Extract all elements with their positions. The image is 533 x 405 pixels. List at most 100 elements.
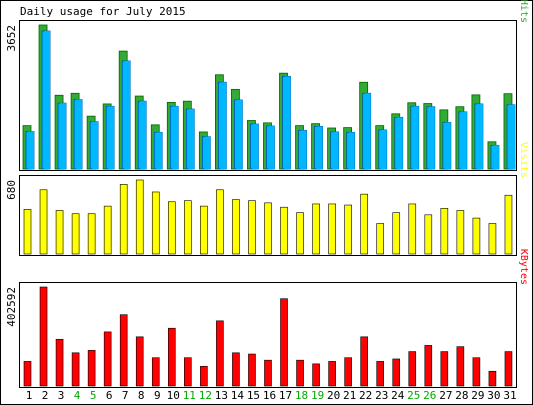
panel-mid: 680 Visits xyxy=(5,142,529,256)
kbytes-bar xyxy=(167,327,176,387)
pages-bar xyxy=(444,122,451,169)
kbytes-bar xyxy=(280,298,288,387)
pages-bar xyxy=(204,136,211,169)
day-label: 5 xyxy=(90,389,97,402)
pages-bar xyxy=(28,131,34,169)
pages-bar xyxy=(172,106,179,169)
kbytes-bar xyxy=(424,345,433,387)
visits-bar xyxy=(296,212,304,255)
day-label: 21 xyxy=(343,389,356,402)
day-label: 29 xyxy=(471,389,484,402)
panel-frame xyxy=(19,175,517,256)
day-label: 6 xyxy=(106,389,113,402)
day-label: 8 xyxy=(138,389,145,402)
panel-frame xyxy=(19,20,517,171)
kbytes-bar xyxy=(248,353,256,387)
kbytes-bar xyxy=(71,352,80,387)
day-label: 7 xyxy=(122,389,129,402)
day-label: 28 xyxy=(455,389,468,402)
kbytes-bar xyxy=(87,350,96,387)
panel-bars xyxy=(22,24,516,170)
pages-bar xyxy=(156,132,163,169)
kbytes-bar xyxy=(39,286,48,387)
visits-bar xyxy=(55,210,64,255)
day-label: 15 xyxy=(247,389,260,402)
pages-bar xyxy=(268,126,275,169)
day-label: 9 xyxy=(154,389,161,402)
kbytes-bar xyxy=(360,336,368,387)
day-label: 31 xyxy=(503,389,516,402)
pages-bar xyxy=(60,103,67,169)
kbytes-bar xyxy=(456,346,465,387)
visits-bar xyxy=(119,184,128,255)
visits-bar xyxy=(71,213,80,255)
day-label: 16 xyxy=(263,389,276,402)
kbytes-bar xyxy=(184,357,192,387)
kbytes-bar xyxy=(440,351,449,387)
day-label: 18 xyxy=(295,389,308,402)
day-label: 26 xyxy=(423,389,436,402)
kbytes-bar xyxy=(216,320,224,387)
panel-frame xyxy=(19,282,517,388)
kbytes-bar xyxy=(264,359,272,387)
day-label: 1 xyxy=(26,389,33,402)
kbytes-bar xyxy=(119,314,128,387)
chart-title: Daily usage for July 2015 xyxy=(20,5,186,18)
panel-top: 3652 Pages/Files/Hits xyxy=(5,0,529,171)
kbytes-bar xyxy=(23,361,32,387)
visits-bar xyxy=(184,200,192,255)
pages-bar xyxy=(284,76,291,169)
visits-bar xyxy=(280,206,288,255)
visits-bar xyxy=(151,191,160,255)
pages-bar xyxy=(380,129,387,169)
kbytes-bar xyxy=(151,357,160,387)
visits-bar xyxy=(376,223,385,255)
day-label: 17 xyxy=(279,389,292,402)
kbytes-bar xyxy=(103,331,112,387)
kbytes-bar xyxy=(200,366,208,387)
pages-bar xyxy=(108,106,115,169)
pages-bar xyxy=(412,106,419,169)
visits-bar xyxy=(472,217,481,255)
x-axis-day-labels: 1 2 3 4 5 6 7 8 9 10 11 12 13 14 15 16 17 18 19 20 21 22 23 24 2… xyxy=(26,389,517,402)
visits-bar xyxy=(360,193,368,255)
pages-bar xyxy=(460,111,467,169)
pages-bar xyxy=(396,117,403,169)
panel-max-label: 680 xyxy=(5,180,18,200)
day-label: 25 xyxy=(407,389,420,402)
pages-bar xyxy=(252,124,259,169)
panel-max-label: 3652 xyxy=(5,25,18,52)
pages-bar xyxy=(332,131,339,169)
visits-bar xyxy=(456,210,465,255)
day-label: 23 xyxy=(375,389,388,402)
kbytes-bar xyxy=(232,352,240,387)
day-label: 30 xyxy=(487,389,500,402)
visits-bar xyxy=(312,203,320,255)
visits-bar xyxy=(167,201,176,255)
visits-bar xyxy=(328,203,336,255)
day-label: 2 xyxy=(42,389,49,402)
day-label: 12 xyxy=(199,389,212,402)
day-label: 4 xyxy=(74,389,81,402)
day-label: 19 xyxy=(311,389,324,402)
visits-bar xyxy=(440,207,449,255)
pages-bar xyxy=(316,126,323,169)
day-label: 22 xyxy=(359,389,372,402)
visits-bar xyxy=(216,189,224,255)
visits-bar xyxy=(392,212,401,255)
visits-bar xyxy=(87,213,96,255)
visits-bar xyxy=(344,204,352,255)
panel-legend: Visits xyxy=(518,142,529,178)
pages-bar xyxy=(428,106,435,169)
pages-bar xyxy=(92,121,99,169)
pages-bar xyxy=(492,145,499,169)
visits-bar xyxy=(39,189,48,255)
day-label: 14 xyxy=(231,389,245,402)
pages-bar xyxy=(76,99,83,169)
pages-bar xyxy=(364,93,371,169)
kbytes-bar xyxy=(392,358,401,387)
kbytes-bar xyxy=(472,357,481,387)
pages-bar xyxy=(508,104,515,169)
day-label: 13 xyxy=(215,389,228,402)
